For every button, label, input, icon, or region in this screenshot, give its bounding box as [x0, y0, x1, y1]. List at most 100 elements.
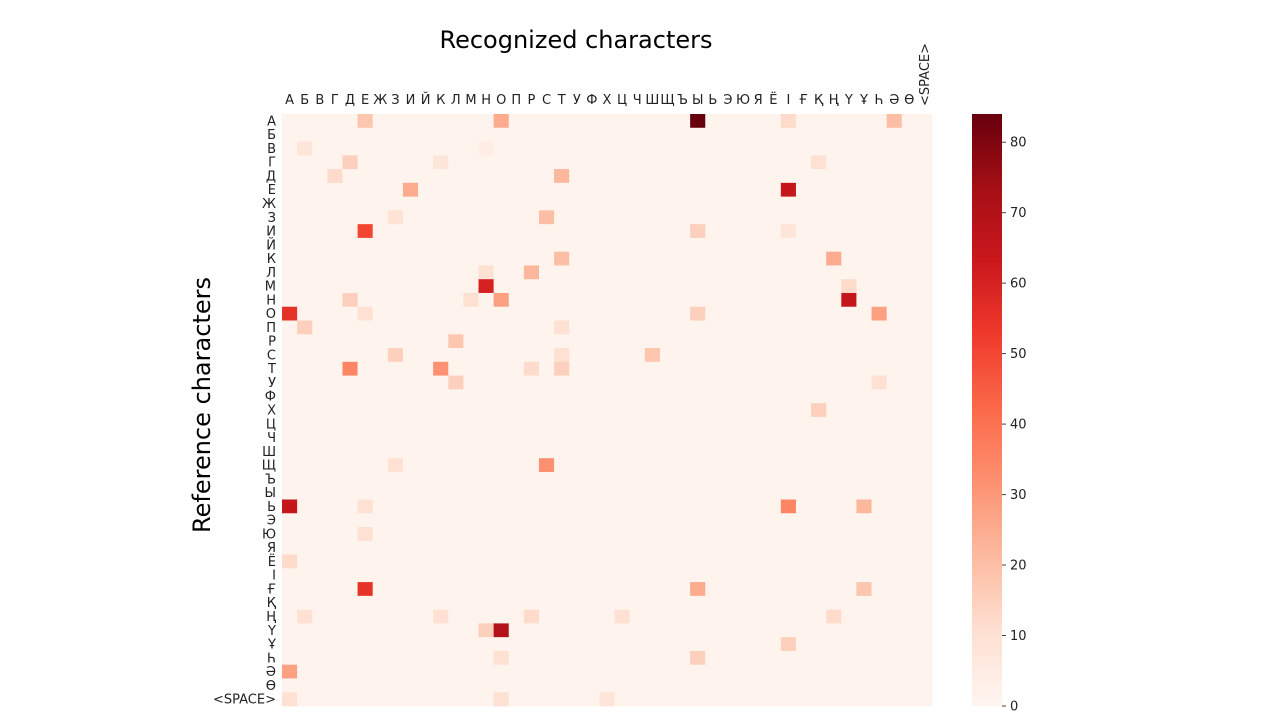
heatmap-cell — [297, 196, 313, 211]
heatmap-cell — [644, 155, 661, 170]
heatmap-cell — [841, 637, 857, 652]
heatmap-cell — [282, 430, 298, 445]
heatmap-cell — [538, 444, 555, 459]
heatmap-cell — [478, 650, 495, 666]
heatmap-cell — [690, 292, 706, 308]
heatmap-cell — [387, 485, 404, 500]
heatmap-cell — [342, 637, 358, 652]
heatmap-cell — [659, 127, 676, 142]
heatmap-cell — [569, 692, 585, 707]
heatmap-cell — [871, 114, 888, 129]
heatmap-cell — [826, 637, 842, 652]
heatmap-cell — [675, 306, 691, 321]
heatmap-cell — [463, 678, 479, 693]
heatmap-cell — [629, 237, 646, 253]
heatmap-cell — [463, 485, 479, 500]
heatmap-cell — [644, 251, 661, 266]
heatmap-cell — [629, 568, 646, 583]
heatmap-cell — [297, 114, 313, 129]
heatmap-cell — [599, 334, 615, 349]
heatmap-cell — [282, 416, 298, 432]
heatmap-cell — [418, 334, 434, 349]
heatmap-cell — [297, 279, 313, 294]
heatmap-cell — [690, 237, 706, 253]
heatmap-cell — [584, 623, 600, 638]
heatmap-cell — [523, 623, 540, 638]
heatmap-cell — [448, 430, 464, 445]
heatmap-cell — [433, 182, 449, 198]
heatmap-cell — [614, 210, 631, 225]
heatmap-cell — [523, 389, 540, 404]
heatmap-cell — [372, 292, 389, 308]
heatmap-cell — [357, 430, 374, 445]
heatmap-cell — [538, 251, 555, 266]
heatmap-cell — [705, 403, 721, 418]
heatmap-cell — [811, 389, 827, 404]
heatmap-cell — [402, 306, 419, 321]
heatmap-cell — [402, 609, 419, 624]
heatmap-cell — [387, 664, 404, 679]
heatmap-cell — [750, 568, 767, 583]
y-tick-label: Ц — [266, 417, 276, 432]
heatmap-cell — [584, 471, 600, 487]
heatmap-cell — [780, 127, 797, 142]
heatmap-cell — [916, 513, 933, 528]
heatmap-cell — [886, 182, 903, 198]
heatmap-cell — [629, 403, 646, 418]
heatmap-cell — [433, 430, 449, 445]
heatmap-cell — [720, 237, 736, 253]
heatmap-cell — [705, 637, 721, 652]
y-tick-label: Ш — [262, 445, 276, 460]
heatmap-cell — [282, 237, 298, 253]
heatmap-cell — [916, 527, 933, 542]
heatmap-cell — [811, 416, 827, 432]
heatmap-cell — [433, 141, 449, 156]
heatmap-cell — [357, 416, 374, 432]
heatmap-cell — [418, 554, 434, 569]
heatmap-cell — [614, 375, 631, 390]
heatmap-cell — [871, 375, 888, 390]
heatmap-cell — [282, 279, 298, 294]
heatmap-cell — [841, 196, 857, 211]
heatmap-cell — [659, 403, 676, 418]
heatmap-cell — [433, 623, 449, 638]
heatmap-cell — [856, 320, 872, 335]
heatmap-cell — [644, 609, 661, 624]
heatmap-cell — [418, 623, 434, 638]
heatmap-cell — [327, 430, 343, 445]
heatmap-cell — [599, 403, 615, 418]
heatmap-cell — [644, 334, 661, 349]
heatmap-cell — [735, 155, 752, 170]
heatmap-cell — [614, 224, 631, 239]
heatmap-cell — [795, 292, 812, 308]
heatmap-cell — [720, 554, 736, 569]
heatmap-cell — [750, 595, 767, 611]
heatmap-cell — [448, 540, 464, 555]
heatmap-cell — [856, 375, 872, 390]
heatmap-cell — [282, 375, 298, 390]
heatmap-cell — [297, 664, 313, 679]
y-tick-label: И — [266, 225, 276, 240]
heatmap-cell — [720, 265, 736, 280]
heatmap-cell — [871, 182, 888, 198]
heatmap-cell — [690, 334, 706, 349]
heatmap-cell — [478, 692, 495, 707]
heatmap-cell — [811, 210, 827, 225]
heatmap-cell — [901, 196, 918, 211]
heatmap-cell — [886, 637, 903, 652]
heatmap-cell — [765, 637, 782, 652]
heatmap-cell — [675, 141, 691, 156]
heatmap-cell — [327, 637, 343, 652]
heatmap-cell — [841, 361, 857, 376]
heatmap-cell — [523, 224, 540, 239]
heatmap-cell — [871, 527, 888, 542]
heatmap-cell — [901, 237, 918, 253]
heatmap-cell — [342, 678, 358, 693]
heatmap-cell — [312, 637, 328, 652]
heatmap-cell — [569, 595, 585, 611]
heatmap-cell — [463, 306, 479, 321]
heatmap-cell — [433, 389, 449, 404]
heatmap-cell — [644, 169, 661, 184]
heatmap-cell — [826, 513, 842, 528]
heatmap-cell — [312, 348, 328, 363]
